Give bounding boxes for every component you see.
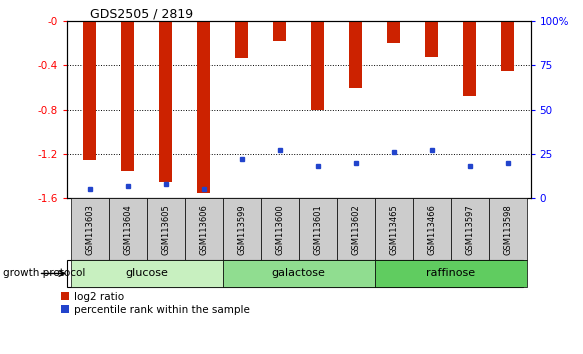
Bar [83,21,97,160]
Bar [299,198,337,260]
Bar [71,260,223,287]
Bar [185,198,223,260]
Text: GSM113606: GSM113606 [199,204,208,255]
Bar [375,198,413,260]
Text: GSM113604: GSM113604 [124,204,132,255]
Bar [387,21,401,44]
Text: GSM113600: GSM113600 [275,204,285,255]
Bar [413,198,451,260]
Bar [159,21,173,182]
Bar [261,198,299,260]
Bar [273,21,286,41]
Bar [71,198,109,260]
Bar [501,21,514,71]
Text: GSM113601: GSM113601 [313,204,322,255]
Bar [425,21,438,57]
Text: GSM113602: GSM113602 [352,204,360,255]
Bar [235,21,248,58]
Text: GSM113597: GSM113597 [465,204,474,255]
Bar [311,21,324,110]
Bar [147,198,185,260]
Legend: log2 ratio, percentile rank within the sample: log2 ratio, percentile rank within the s… [61,292,250,315]
Bar [375,260,526,287]
Text: GDS2505 / 2819: GDS2505 / 2819 [90,7,194,20]
Text: GSM113605: GSM113605 [161,204,170,255]
Text: GSM113599: GSM113599 [237,204,246,255]
Bar [349,21,363,88]
Bar [451,198,489,260]
Text: GSM113466: GSM113466 [427,204,436,255]
Bar [121,21,135,171]
Bar [109,198,147,260]
Text: growth protocol: growth protocol [3,268,85,279]
Text: raffinose: raffinose [426,268,475,279]
Bar [337,198,375,260]
Bar [223,260,375,287]
Bar [489,198,526,260]
Bar [463,21,476,97]
Bar [197,21,210,193]
Text: GSM113465: GSM113465 [389,204,398,255]
Text: GSM113603: GSM113603 [85,204,94,255]
Text: glucose: glucose [125,268,168,279]
Text: galactose: galactose [272,268,326,279]
Text: GSM113598: GSM113598 [503,204,512,255]
Bar [223,198,261,260]
